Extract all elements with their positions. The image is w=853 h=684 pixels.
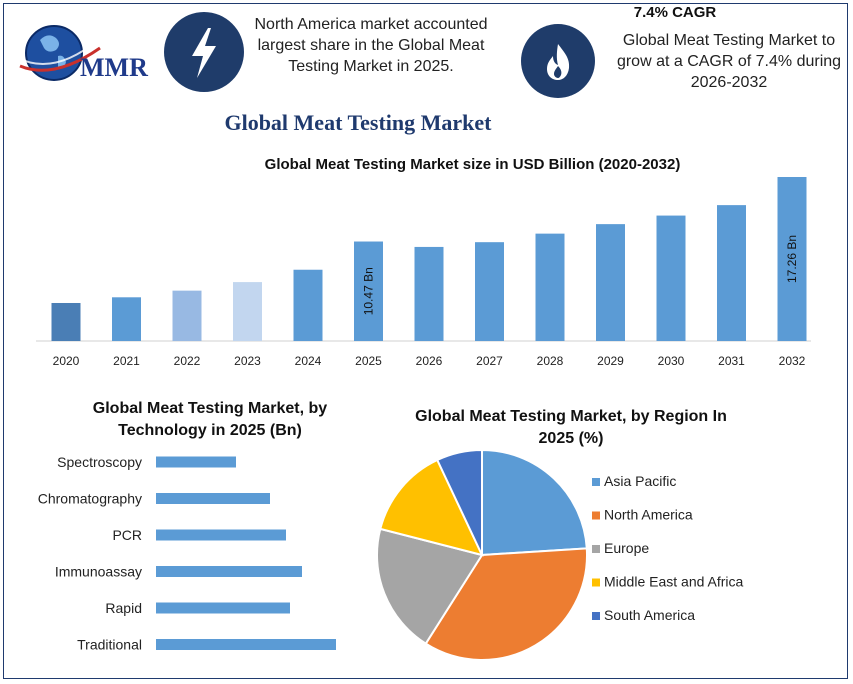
bar-2022 [172, 290, 202, 341]
pie-slice-south-america [435, 448, 483, 556]
bar-2024 [293, 269, 323, 341]
tech-bar-spectroscopy [156, 456, 236, 468]
x-tick-2025: 2025 [355, 354, 382, 368]
x-tick-2026: 2026 [416, 354, 443, 368]
technology-bar-chart: Spectroscopy Chromatography PCR Immunoassay… [38, 454, 336, 653]
data-label-2025: 10.47 Bn [362, 267, 376, 315]
tech-label-spectroscopy: Spectroscopy [57, 454, 142, 470]
tech-label-chromatography: Chromatography [38, 491, 142, 507]
x-tick-2029: 2029 [597, 354, 624, 368]
bar-2027 [475, 242, 504, 341]
tech-bar-traditional [156, 639, 336, 650]
pie-slice-asia-pacific [481, 448, 588, 557]
bar-2025 [354, 241, 383, 341]
legend-label-europe: Europe [604, 540, 649, 556]
tech-label-rapid: Rapid [105, 600, 142, 616]
x-tick-2023: 2023 [234, 354, 261, 368]
mmr-logo: MMR [14, 18, 156, 88]
legend-label-south-america: South America [604, 607, 695, 623]
tech-label-traditional: Traditional [77, 637, 142, 653]
pie-slice-europe [376, 527, 484, 646]
lightning-icon [192, 28, 216, 78]
bar-2028 [535, 233, 565, 341]
legend-swatch-south-america [592, 612, 600, 620]
bar-2030 [656, 215, 686, 341]
data-label-2032: 17.26 Bn [785, 235, 799, 283]
flame-badge [521, 24, 595, 98]
lightning-badge [164, 12, 244, 92]
north-america-insight: North America market accounted largest s… [254, 16, 488, 75]
x-tick-2022: 2022 [174, 354, 201, 368]
tech-bar-chromatography [156, 493, 270, 504]
region-pie-chart: Asia Pacific North America Europe Middle Ea… [376, 448, 744, 661]
bar-2026 [414, 246, 444, 341]
technology-chart-title: Global Meat Testing Market, by Technolog… [92, 400, 328, 439]
bar-2029 [596, 224, 625, 341]
brand-text: MMR [80, 53, 148, 82]
tech-label-pcr: PCR [112, 527, 142, 543]
tech-bar-immunoassay [156, 566, 302, 577]
x-tick-2028: 2028 [537, 354, 564, 368]
x-tick-2030: 2030 [658, 354, 685, 368]
bar-2023 [233, 282, 262, 341]
x-tick-2031: 2031 [718, 354, 745, 368]
legend-label-asia-pacific: Asia Pacific [604, 473, 676, 489]
globe-icon: MMR [17, 25, 148, 82]
tech-bar-rapid [156, 602, 290, 614]
main-title: Global Meat Testing Market [224, 110, 492, 135]
legend-swatch-asia-pacific [592, 478, 600, 486]
legend-label-north-america: North America [604, 507, 693, 523]
bar-2031 [717, 205, 746, 341]
cagr-insight: Global Meat Testing Market to grow at a … [616, 32, 842, 91]
figure-frame [3, 3, 848, 679]
x-tick-2020: 2020 [53, 354, 80, 368]
region-chart-title: Global Meat Testing Market, by Region In… [415, 408, 727, 447]
bar-2020 [51, 302, 81, 341]
flame-icon [547, 44, 570, 80]
x-tick-2021: 2021 [113, 354, 140, 368]
legend-swatch-middle-east-and-africa [592, 578, 600, 587]
bar-2021 [112, 297, 141, 341]
bar-2032 [777, 177, 807, 341]
market-size-bar-chart: 2020 2021 2022 2023 2024 2025 10.47 Bn 2026 2027… [36, 177, 811, 368]
tech-bar-pcr [156, 529, 286, 541]
size-chart-title: Global Meat Testing Market size in USD B… [264, 156, 681, 173]
legend-label-middle-east-and-africa: Middle East and Africa [604, 574, 744, 590]
pie-slice-north-america [424, 547, 588, 661]
cagr-heading: 7.4% CAGR [633, 4, 717, 21]
tech-label-immunoassay: Immunoassay [55, 564, 142, 580]
legend-swatch-north-america [592, 511, 600, 520]
legend-swatch-europe [592, 545, 600, 553]
x-tick-2027: 2027 [476, 354, 503, 368]
x-tick-2024: 2024 [295, 354, 322, 368]
x-tick-2032: 2032 [779, 354, 806, 368]
pie-slice-middle-east-and-africa [379, 458, 484, 557]
